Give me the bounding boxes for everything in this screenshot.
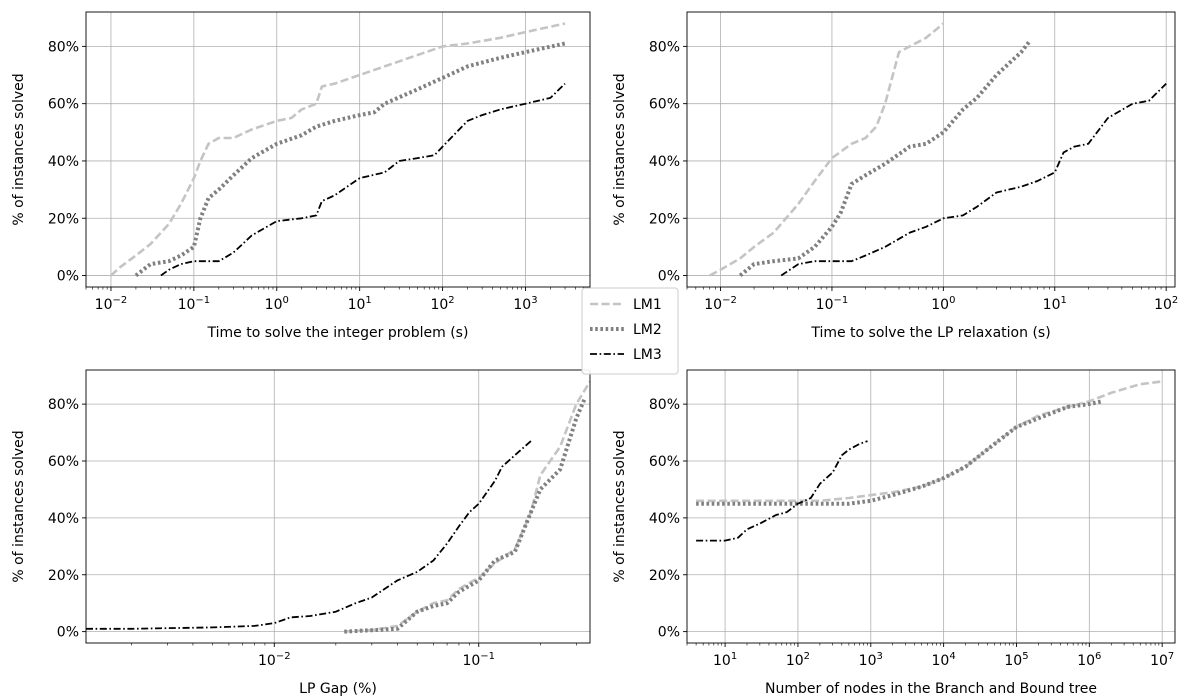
x-tick-label: 101 — [1043, 295, 1067, 313]
series-line-lm2 — [738, 39, 1032, 278]
series-line-lm1 — [110, 22, 566, 277]
y-axis-label: % of instances solved — [11, 73, 27, 225]
y-tick-label: 80% — [48, 397, 79, 413]
series-line-lm3 — [780, 82, 1167, 277]
x-tick-label: 102 — [786, 651, 810, 669]
x-tick-label: 101 — [713, 651, 737, 669]
x-tick-label: 101 — [348, 295, 372, 313]
axes-frame — [85, 11, 591, 288]
chart-panel-2: 0% 20% 40% 60% 80% 10−2 10−1 100 101 102 Time to s… — [612, 11, 1178, 341]
x-tick-label: 104 — [932, 651, 956, 669]
y-tick-label: 40% — [649, 511, 680, 527]
x-axis-label: Time to solve the LP relaxation (s) — [810, 325, 1050, 341]
x-tick-label: 10−2 — [95, 295, 128, 313]
series-line-lm1 — [696, 380, 1163, 503]
x-tick-label: 103 — [859, 651, 883, 669]
y-tick-label: 20% — [48, 211, 79, 227]
chart-panel-1: 0% 20% 40% 60% 80% 10−2 10−1 100 101 102 103 Time t… — [11, 11, 591, 341]
legend-label-lm1: LM1 — [633, 297, 662, 313]
y-tick-label: 0% — [658, 269, 680, 285]
x-tick-label: 10−1 — [462, 651, 495, 669]
x-axis-label: Number of nodes in the Branch and Bound … — [765, 681, 1097, 697]
x-tick-label: 10−1 — [178, 295, 211, 313]
y-tick-label: 60% — [48, 97, 79, 113]
x-tick-label: 10−2 — [258, 651, 291, 669]
x-axis-label: Time to solve the integer problem (s) — [207, 325, 469, 341]
y-tick-label: 20% — [649, 211, 680, 227]
y-axis-label: % of instances solved — [11, 430, 27, 582]
series-line-lm1 — [709, 22, 945, 277]
legend-label-lm2: LM2 — [633, 322, 662, 338]
series-line-lm3 — [86, 440, 532, 630]
x-tick-label: 10−1 — [816, 295, 849, 313]
y-tick-label: 60% — [649, 454, 680, 470]
series-line-lm2 — [134, 41, 566, 278]
series-line-lm2 — [696, 399, 1103, 506]
series-line-lm3 — [160, 82, 566, 277]
y-tick-label: 60% — [48, 454, 79, 470]
y-tick-label: 0% — [57, 269, 79, 285]
y-tick-label: 80% — [48, 39, 79, 55]
x-tick-label: 102 — [430, 295, 454, 313]
y-tick-label: 80% — [649, 397, 680, 413]
x-tick-label: 105 — [1004, 651, 1028, 669]
x-tick-label: 102 — [1154, 295, 1178, 313]
x-tick-label: 100 — [265, 295, 289, 313]
chart-panel-3: 0% 20% 40% 60% 80% 10−2 10−1 LP Gap (%) % of ins… — [11, 369, 592, 697]
y-tick-label: 40% — [649, 154, 680, 170]
legend-box — [581, 287, 679, 375]
series-line-lm1 — [344, 380, 592, 633]
y-tick-label: 0% — [57, 625, 79, 641]
y-tick-label: 80% — [649, 39, 680, 55]
x-tick-label: 106 — [1077, 651, 1101, 669]
y-tick-label: 60% — [649, 97, 680, 113]
y-tick-label: 40% — [48, 511, 79, 527]
x-tick-label: 10−2 — [704, 295, 737, 313]
chart-panel-4: 0% 20% 40% 60% 80% 101 102 103 104 105 106 107 Numbe… — [612, 369, 1176, 697]
x-tick-label: 107 — [1150, 651, 1174, 669]
x-tick-label: 100 — [931, 295, 955, 313]
y-tick-label: 20% — [48, 568, 79, 584]
y-tick-label: 40% — [48, 154, 79, 170]
y-axis-label: % of instances solved — [612, 430, 628, 582]
y-axis-label: % of instances solved — [612, 73, 628, 225]
series-line-lm3 — [696, 440, 868, 542]
x-axis-label: LP Gap (%) — [299, 681, 377, 697]
axes-frame — [686, 11, 1176, 288]
legend: LM1 LM2 LM3 — [581, 287, 679, 375]
series-line-lm2 — [344, 397, 587, 634]
legend-label-lm3: LM3 — [633, 347, 662, 363]
x-tick-label: 103 — [513, 295, 537, 313]
axes-frame — [686, 369, 1176, 644]
y-tick-label: 20% — [649, 568, 680, 584]
axes-frame — [85, 369, 591, 644]
y-tick-label: 0% — [658, 625, 680, 641]
